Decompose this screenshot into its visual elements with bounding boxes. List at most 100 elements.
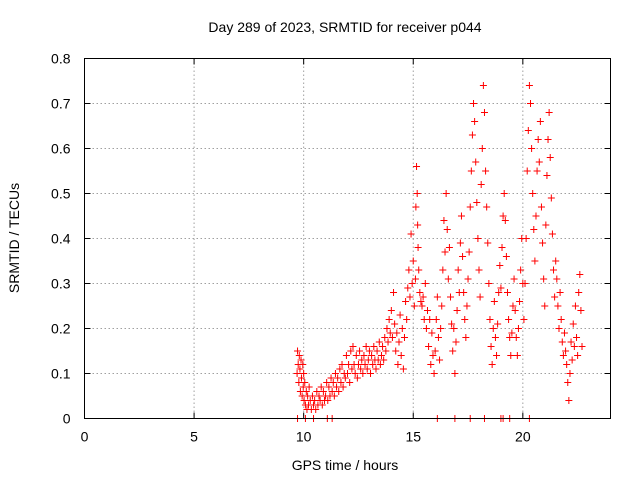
data-point	[431, 347, 439, 355]
data-point	[410, 302, 418, 310]
x-tick-label: 0	[81, 429, 89, 445]
data-point	[328, 388, 336, 395]
data-point	[536, 118, 544, 125]
data-point	[571, 302, 579, 310]
data-point	[550, 266, 558, 274]
data-point	[337, 379, 345, 386]
data-point	[402, 298, 410, 305]
data-point	[300, 370, 308, 377]
data-point	[305, 383, 313, 391]
data-point	[545, 109, 553, 116]
data-point	[567, 338, 575, 346]
data-point	[333, 383, 341, 391]
data-point	[417, 298, 425, 305]
data-point	[461, 316, 469, 323]
data-point	[403, 316, 411, 323]
data-point	[338, 361, 346, 368]
data-point	[439, 266, 447, 274]
data-point	[441, 248, 449, 256]
data-point	[318, 401, 326, 409]
data-point	[296, 365, 304, 373]
data-point	[533, 167, 541, 175]
data-point	[485, 280, 493, 287]
data-point	[346, 379, 354, 386]
data-point	[516, 298, 524, 305]
data-point	[448, 320, 456, 328]
data-point	[360, 352, 368, 359]
data-point	[347, 347, 355, 355]
axis-ticks: 0 0.1 0.2 0.3 0.4 0.5 0.6 0.7 0.8 0 5 10 15 20	[51, 51, 611, 445]
data-point	[365, 347, 373, 355]
data-point	[415, 266, 423, 274]
data-point	[381, 334, 389, 341]
data-point	[302, 388, 310, 395]
data-point	[427, 361, 435, 368]
data-point	[577, 307, 585, 314]
data-point	[463, 302, 471, 310]
data-point	[418, 302, 426, 310]
data-point	[335, 388, 343, 395]
data-point	[451, 370, 459, 377]
data-point	[349, 343, 357, 350]
data-point	[500, 190, 508, 197]
data-point	[379, 343, 387, 350]
data-point	[358, 356, 366, 364]
data-point	[387, 307, 395, 314]
data-point	[295, 352, 303, 359]
data-point	[425, 343, 433, 350]
data-point	[359, 370, 367, 377]
data-point	[341, 374, 349, 382]
data-point	[443, 226, 451, 233]
data-point	[540, 275, 548, 283]
data-point	[354, 361, 362, 368]
data-point	[576, 271, 584, 278]
y-axis-label: SRMTID / TECUs	[6, 183, 22, 293]
data-point	[342, 352, 350, 359]
data-point	[399, 365, 407, 373]
data-point	[449, 347, 457, 355]
data-point	[413, 163, 421, 170]
data-point	[390, 289, 398, 296]
data-point	[422, 325, 430, 332]
data-point	[490, 298, 498, 305]
data-point	[432, 316, 440, 323]
data-point	[486, 316, 494, 323]
data-point	[416, 289, 424, 296]
data-point	[532, 212, 540, 220]
data-point	[413, 190, 421, 197]
data-point	[299, 361, 307, 368]
data-point	[367, 370, 375, 377]
data-point	[300, 397, 308, 404]
data-point	[562, 347, 570, 355]
data-point	[522, 235, 530, 242]
data-point	[426, 316, 434, 323]
data-point	[454, 266, 462, 274]
data-point	[353, 374, 361, 382]
data-point	[377, 352, 385, 359]
data-point	[501, 217, 509, 224]
data-point	[528, 145, 536, 152]
data-point	[423, 307, 431, 314]
data-point	[457, 212, 465, 220]
data-point	[429, 352, 437, 359]
data-point	[408, 280, 416, 287]
data-point	[336, 365, 344, 373]
data-point	[524, 127, 532, 134]
data-point	[376, 361, 384, 368]
data-point	[556, 289, 564, 296]
data-point	[479, 82, 487, 89]
data-point	[497, 284, 505, 292]
data-point	[534, 136, 542, 143]
data-point	[539, 239, 547, 247]
data-point	[436, 356, 444, 364]
data-point	[438, 302, 446, 310]
data-point	[505, 316, 513, 323]
data-point	[319, 388, 327, 395]
data-point	[405, 266, 413, 274]
data-point	[370, 343, 378, 350]
data-point	[391, 320, 399, 328]
data-point	[433, 293, 441, 301]
data-point	[559, 352, 567, 359]
data-point	[301, 379, 309, 386]
